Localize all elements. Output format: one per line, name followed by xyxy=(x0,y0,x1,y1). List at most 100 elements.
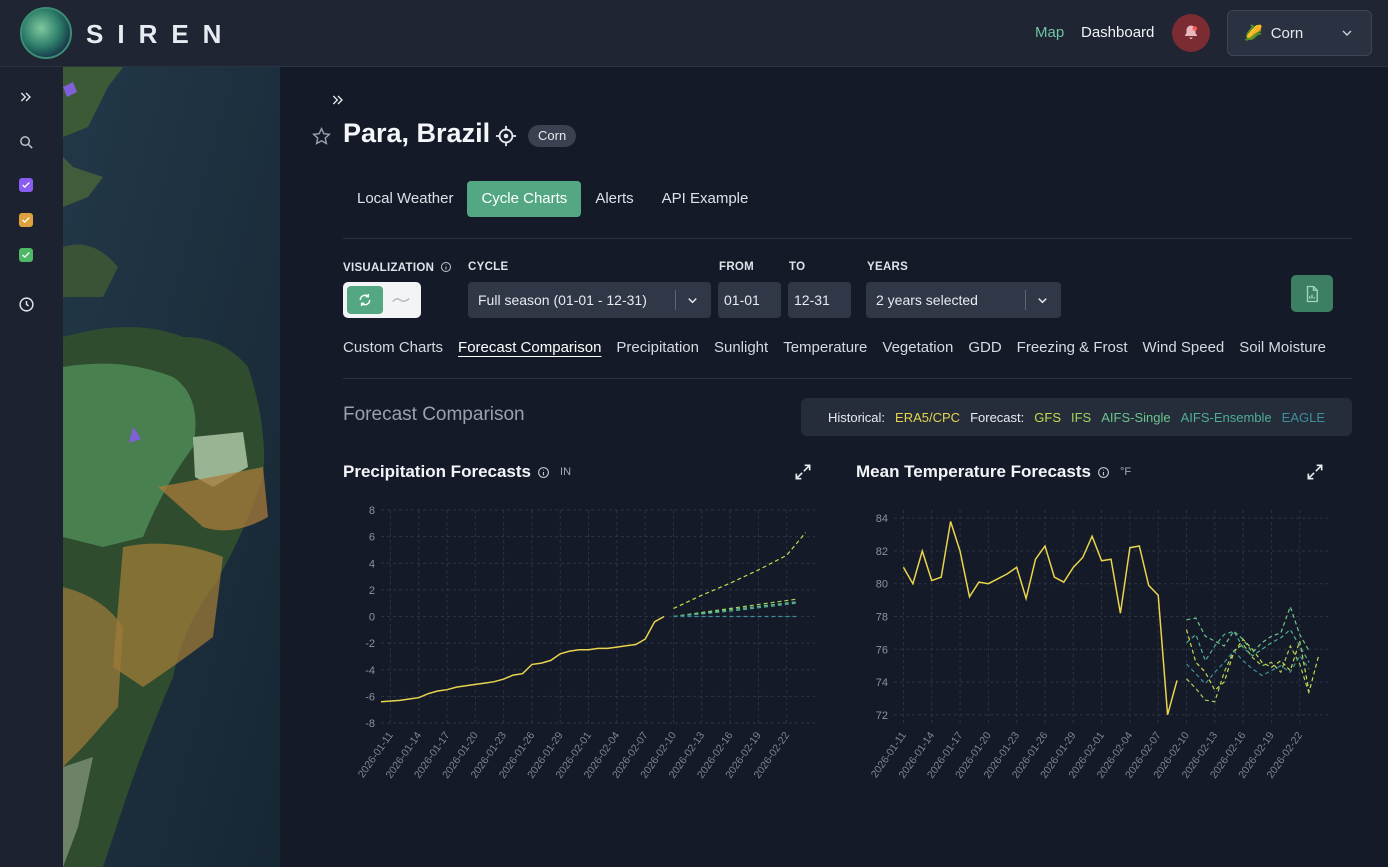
nav-map-link[interactable]: Map xyxy=(1035,24,1065,41)
info-icon[interactable] xyxy=(440,261,452,273)
expand-precip-chart-button[interactable] xyxy=(793,462,813,482)
subtab-forecast-comparison[interactable]: Forecast Comparison xyxy=(458,339,602,356)
expand-icon xyxy=(795,464,811,480)
series-line-era5-cpc[interactable] xyxy=(380,615,665,703)
cycle-view-button[interactable] xyxy=(347,286,383,314)
y-tick-label: 80 xyxy=(876,579,888,591)
legend-item-era5[interactable]: ERA5/CPC xyxy=(895,409,961,425)
subtab-precipitation[interactable]: Precipitation xyxy=(616,339,699,356)
trend-view-button[interactable] xyxy=(389,290,413,310)
export-report-button[interactable] xyxy=(1291,275,1333,312)
crosshair-icon xyxy=(495,125,517,147)
crop-selector-label: Corn xyxy=(1270,24,1304,42)
visualization-label: VISUALIZATION xyxy=(343,261,452,274)
series-line-gfs[interactable] xyxy=(673,532,807,610)
locate-button[interactable] xyxy=(495,125,517,147)
double-chevron-right-icon xyxy=(20,92,31,102)
years-select[interactable]: 2 years selected xyxy=(866,282,1061,318)
subtab-vegetation[interactable]: Vegetation xyxy=(882,339,954,356)
map-view[interactable] xyxy=(63,67,280,867)
subtab-gdd[interactable]: GDD xyxy=(968,339,1002,356)
expand-sidebar-button[interactable] xyxy=(16,87,36,107)
chevron-down-icon xyxy=(688,298,697,304)
subtab-custom-charts[interactable]: Custom Charts xyxy=(343,339,444,356)
legend-item-aifs-single[interactable]: AIFS-Single xyxy=(1101,409,1171,425)
precip-unit: IN xyxy=(560,466,572,478)
tab-local-weather[interactable]: Local Weather xyxy=(357,190,454,207)
series-line-eagle[interactable] xyxy=(1186,649,1310,685)
expand-icon xyxy=(1307,464,1323,480)
temp-chart-title: Mean Temperature Forecasts °F xyxy=(856,462,1131,482)
clock-icon xyxy=(18,296,34,312)
tab-alerts[interactable]: Alerts xyxy=(595,190,634,207)
y-tick-label: 74 xyxy=(876,677,888,689)
visualization-toggle[interactable] xyxy=(343,282,421,318)
layer-toggle-orange[interactable] xyxy=(16,210,36,230)
y-tick-label: 72 xyxy=(876,710,888,722)
layer-toggle-green[interactable] xyxy=(16,245,36,265)
info-icon[interactable] xyxy=(1097,466,1110,479)
legend-item-gfs[interactable]: GFS xyxy=(1034,409,1061,425)
subtab-wind-speed[interactable]: Wind Speed xyxy=(1142,339,1225,356)
series-line-aifs-ensemble[interactable] xyxy=(1186,628,1310,663)
cycle-select-value: Full season (01-01 - 12-31) xyxy=(478,292,647,308)
tab-api-example[interactable]: API Example xyxy=(661,190,749,207)
from-input[interactable]: 01-01 xyxy=(718,282,781,318)
series-line-aifs-single[interactable] xyxy=(1186,604,1310,654)
corn-icon: 🌽 xyxy=(1244,25,1263,42)
file-chart-icon xyxy=(1306,285,1318,302)
subtab-soil-moisture[interactable]: Soil Moisture xyxy=(1239,339,1326,356)
legend-forecast-label: Forecast: xyxy=(970,409,1025,425)
divider xyxy=(343,238,1352,239)
y-tick-label: 76 xyxy=(876,644,888,656)
collapse-panel-button[interactable] xyxy=(330,92,348,110)
search-button[interactable] xyxy=(16,132,36,152)
cycle-select[interactable]: Full season (01-01 - 12-31) xyxy=(468,282,711,318)
location-tabs: Local Weather Cycle Charts Alerts API Ex… xyxy=(343,181,762,217)
crop-selector[interactable]: 🌽 Corn xyxy=(1227,10,1372,56)
temp-chart[interactable]: 727476788082842026-01-112026-01-142026-0… xyxy=(856,495,1336,805)
y-tick-label: -2 xyxy=(365,638,375,650)
precip-chart[interactable]: -8-6-4-2024682026-01-112026-01-142026-01… xyxy=(343,495,823,805)
location-panel xyxy=(280,67,1388,867)
series-line-ifs[interactable] xyxy=(673,598,797,618)
legend-item-ifs[interactable]: IFS xyxy=(1071,409,1092,425)
nav-dashboard-link[interactable]: Dashboard xyxy=(1081,24,1155,41)
history-button[interactable] xyxy=(16,294,36,314)
temp-chart-title-text: Mean Temperature Forecasts xyxy=(856,462,1091,481)
series-line-era5-cpc[interactable] xyxy=(902,521,1178,715)
satellite-map[interactable] xyxy=(63,67,280,867)
tab-cycle-charts[interactable]: Cycle Charts xyxy=(467,181,582,217)
layer-toggle-purple[interactable] xyxy=(16,175,36,195)
to-input[interactable]: 12-31 xyxy=(788,282,851,318)
cycle-label: CYCLE xyxy=(468,261,509,273)
legend-historical-label: Historical: xyxy=(827,409,886,425)
years-select-value: 2 years selected xyxy=(876,292,978,308)
top-bar: SIREN Map Dashboard 🌽 Corn xyxy=(0,0,1388,67)
subtab-temperature[interactable]: Temperature xyxy=(783,339,868,356)
logo-text[interactable]: SIREN xyxy=(86,19,236,49)
temp-unit: °F xyxy=(1119,466,1132,478)
subtab-freezing-frost[interactable]: Freezing & Frost xyxy=(1016,339,1128,356)
series-line-aifs-ensemble[interactable] xyxy=(673,602,797,618)
series-line-gfs[interactable] xyxy=(1185,629,1320,693)
legend-item-eagle[interactable]: EAGLE xyxy=(1281,409,1326,425)
y-tick-label: -6 xyxy=(365,691,375,703)
select-divider xyxy=(675,290,676,310)
series-line-aifs-single[interactable] xyxy=(673,601,797,618)
wave-icon xyxy=(392,297,410,303)
chart-subtabs: Custom Charts Forecast Comparison Precip… xyxy=(343,339,1326,356)
y-tick-label: -4 xyxy=(365,665,375,677)
subtab-sunlight[interactable]: Sunlight xyxy=(713,339,769,356)
y-tick-label: 84 xyxy=(876,513,888,525)
info-icon[interactable] xyxy=(537,466,550,479)
favorite-button[interactable] xyxy=(311,126,333,148)
notifications-button[interactable] xyxy=(1172,14,1210,52)
precip-chart-title-text: Precipitation Forecasts xyxy=(343,462,532,481)
search-icon xyxy=(19,135,33,149)
expand-temp-chart-button[interactable] xyxy=(1305,462,1325,482)
series-line-ifs[interactable] xyxy=(1186,643,1310,703)
select-divider xyxy=(1025,290,1026,310)
legend-item-aifs-ensemble[interactable]: AIFS-Ensemble xyxy=(1180,409,1272,425)
siren-logo-icon[interactable] xyxy=(20,7,72,59)
